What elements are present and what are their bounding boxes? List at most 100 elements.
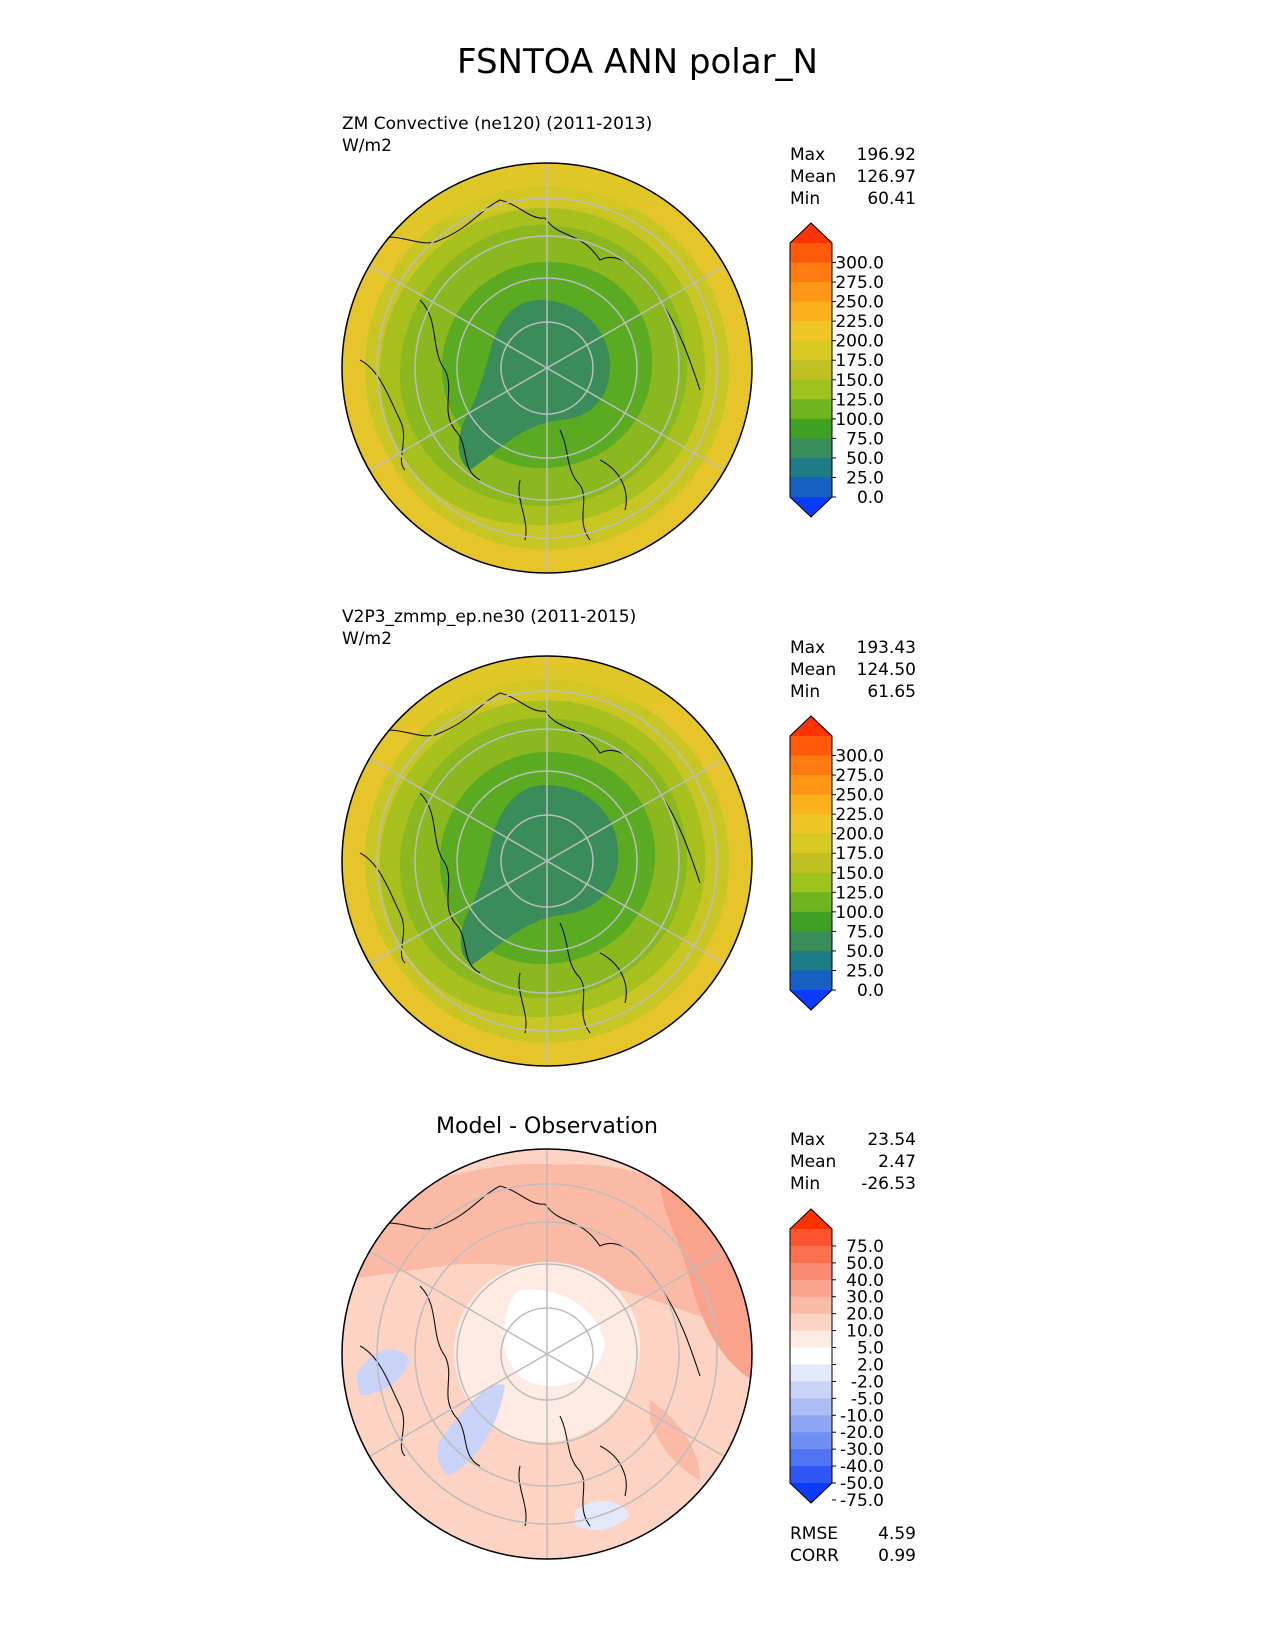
map-field-band [437,1384,505,1475]
stat-label: Min [790,189,821,209]
colorbar-tick-label: -5.0 [851,1389,884,1409]
colorbar-tick-label: 150.0 [835,371,884,391]
panel-3-stats: Max 23.54 Mean 2.47 Min -26.53 [790,1129,916,1195]
colorbar-segment [790,950,832,972]
colorbar-segment [790,911,832,932]
panel-1-units: W/m2 [342,136,392,156]
colorbar-segment [790,301,832,322]
colorbar-segment [790,379,832,400]
colorbar-tick-label: 0.0 [857,981,884,1001]
colorbar-tick-label: -10.0 [840,1406,884,1426]
colorbar-segment [790,477,832,498]
colorbar-tick-label: 75.0 [846,1237,884,1257]
colorbar-segment [790,833,832,854]
polar-map-3 [341,1148,753,1560]
map-boundary [341,162,753,574]
map-field-band [575,1500,630,1531]
colorbar-tick-label: 275.0 [835,766,884,786]
colorbar-tick-label: 200.0 [835,332,884,352]
colorbar-tick-label: 250.0 [835,293,884,313]
stat-min: 60.41 [867,189,916,209]
panel-2-units: W/m2 [342,629,392,649]
stat-max: 196.92 [856,145,916,165]
colorbar-segment [790,892,832,913]
colorbar-segment [790,243,832,264]
colorbar-segment [790,1432,832,1450]
colorbar-segment [790,1330,832,1349]
map-field-band [460,785,619,965]
colorbar-tick-label: -2.0 [851,1372,884,1392]
colorbar-segment [790,872,832,893]
colorbar-tick-label: 225.0 [835,805,884,825]
colorbar-2: 300.0275.0250.0225.0200.0175.0150.0125.0… [789,715,884,1011]
longitude-gridline [369,1250,725,1458]
stat-mean: 124.50 [856,660,916,680]
stat-label: Mean [790,660,837,680]
colorbar-3: 75.050.040.030.020.010.05.02.0-2.0-5.0-1… [789,1208,884,1511]
colorbar-tick-label: -20.0 [840,1423,884,1443]
colorbar-segment [790,457,832,479]
stat-max: 193.43 [856,638,916,658]
colorbar-segment [790,1229,832,1247]
colorbar-segment [790,438,832,459]
colorbar-tick-label: 30.0 [846,1288,884,1308]
colorbar-segment [790,1398,832,1416]
colorbar-tick-label: 25.0 [846,961,884,981]
polar-map-2 [341,655,753,1067]
colorbar-tick-label: -75.0 [840,1491,884,1511]
colorbar-tick-label: 175.0 [835,351,884,371]
colorbar-segment [790,1262,832,1281]
colorbar-segment [790,1313,832,1332]
panel-1-stats: Max 196.92 Mean 126.97 Min 60.41 [790,144,916,210]
colorbar-tick-label: -30.0 [840,1440,884,1460]
colorbar-segment [790,1347,832,1366]
colorbar-tick-label: 225.0 [835,312,884,332]
colorbar-extend-min [790,990,832,1010]
stat-min: -26.53 [861,1174,916,1194]
colorbar-tick-label: 50.0 [846,1254,884,1274]
stat-label: Max [790,145,826,165]
colorbar-tick-label: 100.0 [835,410,884,430]
panel-3-title: Model - Observation [436,1114,658,1139]
colorbar-segment [790,1279,832,1298]
colorbar-tick-label: 75.0 [846,429,884,449]
stat-mean: 2.47 [878,1152,916,1172]
colorbar-tick-label: 5.0 [857,1339,884,1359]
panel-3-metrics: RMSE 4.59 CORR 0.99 [790,1523,916,1567]
colorbar-tick-label: 10.0 [846,1322,884,1342]
colorbar-tick-label: 125.0 [835,390,884,410]
colorbar-tick-label: -50.0 [840,1474,884,1494]
colorbar-tick-label: 150.0 [835,864,884,884]
colorbar-segment [790,1449,832,1467]
colorbar-segment [790,775,832,796]
panel-2-stats: Max 193.43 Mean 124.50 Min 61.65 [790,637,916,703]
colorbar-tick-label: 200.0 [835,825,884,845]
colorbar-tick-label: 175.0 [835,844,884,864]
colorbar-segment [790,360,832,381]
colorbar-tick-label: 2.0 [857,1355,884,1375]
metric-corr: 0.99 [878,1546,916,1566]
metric-label: RMSE [790,1524,839,1544]
colorbar-segment [790,262,832,283]
colorbar-segment [790,755,832,776]
stat-max: 23.54 [867,1130,916,1150]
polar-map-1 [341,162,753,574]
colorbar-tick-label: 300.0 [835,254,884,274]
panel-1-title: ZM Convective (ne120) (2011-2013) [342,114,653,134]
stat-label: Min [790,1174,821,1194]
colorbar-tick-label: 50.0 [846,449,884,469]
metric-label: CORR [790,1546,839,1566]
colorbar-segment [790,1466,832,1484]
colorbar-tick-label: 50.0 [846,942,884,962]
colorbar-extend-max [790,223,832,243]
colorbar-extend-min [790,497,832,517]
colorbar-extend-max [790,716,832,736]
stat-label: Max [790,638,826,658]
panel-2-title: V2P3_zmmp_ep.ne30 (2011-2015) [342,607,637,627]
stat-label: Mean [790,1152,837,1172]
stat-min: 61.65 [867,682,916,702]
colorbar-tick-label: 20.0 [846,1305,884,1325]
colorbar-1: 300.0275.0250.0225.0200.0175.0150.0125.0… [789,222,884,518]
map-boundary [341,655,753,1067]
